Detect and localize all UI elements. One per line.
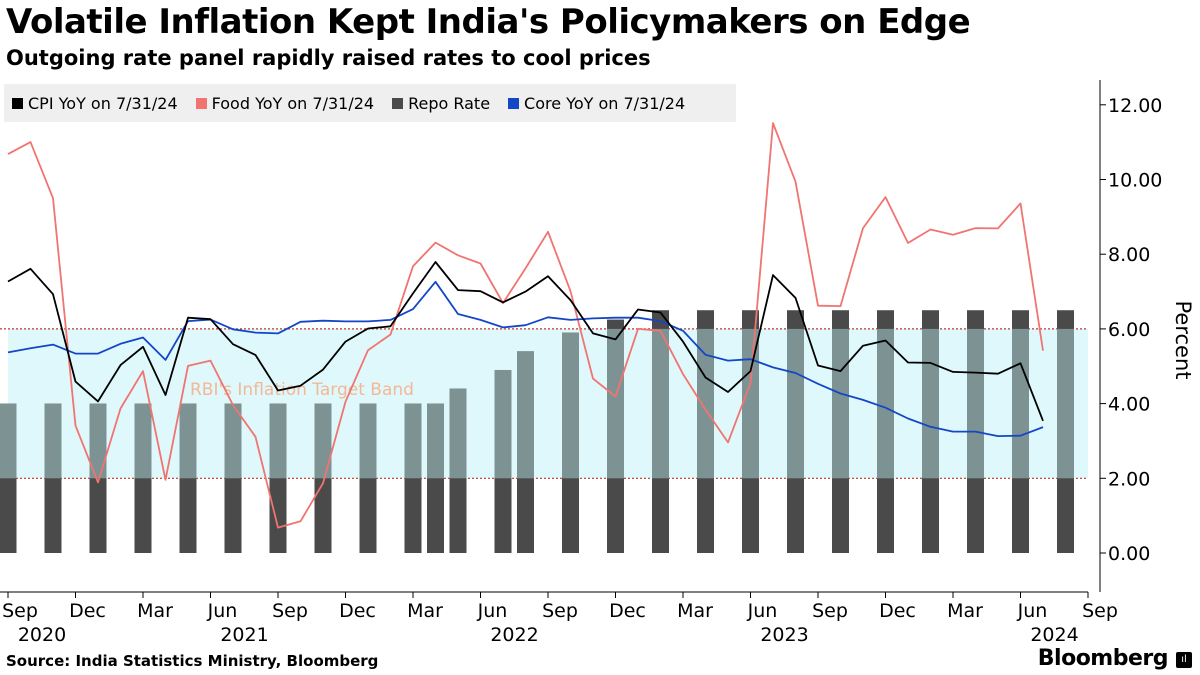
x-year-label: 2023	[760, 624, 808, 646]
target-band-label: RBI's Inflation Target Band	[190, 380, 414, 400]
repo-bar-band-overlay	[359, 403, 377, 479]
repo-bar-band-overlay	[89, 403, 107, 479]
repo-bar-band-overlay	[607, 328, 624, 479]
bloomberg-terminal-icon: ıl	[1176, 652, 1192, 668]
repo-bar-band-overlay	[1057, 328, 1074, 479]
repo-bar-band-overlay	[652, 328, 669, 479]
legend-swatch-cpi	[12, 97, 23, 109]
x-tick-label: Jun	[1017, 600, 1048, 622]
repo-bar-band-overlay	[922, 328, 939, 479]
repo-bar-band-overlay	[742, 328, 759, 479]
repo-bar-band-overlay	[0, 403, 17, 479]
x-year-label: 2024	[1030, 624, 1078, 646]
x-year-label: 2021	[220, 624, 268, 646]
repo-bar-band-overlay	[427, 403, 444, 479]
bloomberg-logo: Bloomberg	[1037, 646, 1169, 671]
x-tick-label: Dec	[879, 600, 916, 622]
x-tick-label: Sep	[542, 600, 578, 622]
x-tick-label: Dec	[609, 600, 646, 622]
x-tick-label: Dec	[69, 600, 106, 622]
repo-bar-band-overlay	[404, 403, 422, 479]
repo-bar-band-overlay	[562, 332, 579, 479]
x-tick-label: Jun	[207, 600, 238, 622]
legend: CPI YoY on 7/31/24 Food YoY on 7/31/24 R…	[4, 84, 736, 122]
legend-swatch-repo	[392, 97, 404, 109]
repo-bar-band-overlay	[494, 369, 512, 479]
y-tick-label: 12.00	[1108, 95, 1162, 117]
repo-bar-band-overlay	[787, 328, 804, 479]
y-tick-label: 4.00	[1108, 394, 1150, 416]
y-tick-label: 8.00	[1108, 244, 1150, 266]
repo-bar-band-overlay	[697, 328, 714, 479]
repo-bar-band-overlay	[877, 328, 894, 479]
y-tick-label: 0.00	[1108, 543, 1150, 565]
core-line	[7, 280, 1044, 438]
x-tick-label: Mar	[137, 600, 173, 622]
legend-item-core: Core YoY on 7/31/24	[508, 94, 685, 113]
x-tick-label: Jun	[477, 600, 508, 622]
repo-bar-band-overlay	[224, 403, 242, 479]
x-year-label: 2022	[490, 624, 538, 646]
legend-label-cpi: CPI YoY on 7/31/24	[28, 93, 178, 113]
source-note: Source: India Statistics Ministry, Bloom…	[6, 652, 379, 670]
food-line	[7, 122, 1044, 529]
y-tick-label: 10.00	[1108, 170, 1162, 192]
x-tick-label: Dec	[339, 600, 376, 622]
repo-bar-band-overlay	[832, 328, 849, 479]
legend-swatch-core	[508, 97, 520, 109]
chart-title: Volatile Inflation Kept India's Policyma…	[6, 2, 971, 42]
chart-subtitle: Outgoing rate panel rapidly raised rates…	[6, 46, 651, 70]
cpi-line	[7, 261, 1044, 422]
legend-item-cpi: CPI YoY on 7/31/24	[12, 94, 178, 113]
repo-bar-band-overlay	[179, 403, 197, 479]
repo-bar-band-overlay	[269, 403, 287, 479]
y-axis-label: Percent	[1171, 300, 1195, 379]
legend-item-repo: Repo Rate	[392, 94, 490, 113]
y-tick-label: 2.00	[1108, 468, 1150, 490]
x-tick-label: Sep	[2, 600, 38, 622]
legend-label-core: Core YoY on 7/31/24	[524, 93, 686, 113]
repo-bar-band-overlay	[314, 403, 332, 479]
repo-bar-band-overlay	[44, 403, 62, 479]
x-tick-label: Sep	[812, 600, 848, 622]
x-tick-label: Jun	[747, 600, 778, 622]
x-tick-label: Sep	[272, 600, 308, 622]
repo-bar-band-overlay	[134, 403, 152, 479]
repo-bar-band-overlay	[449, 388, 467, 479]
legend-label-repo: Repo Rate	[408, 93, 491, 113]
x-tick-label: Mar	[407, 600, 443, 622]
x-tick-label: Sep	[1082, 600, 1118, 622]
legend-label-food: Food YoY on 7/31/24	[211, 93, 375, 113]
legend-item-food: Food YoY on 7/31/24	[195, 93, 375, 113]
y-tick-label: 6.00	[1108, 319, 1150, 341]
x-tick-label: Mar	[947, 600, 983, 622]
x-tick-label: Mar	[677, 600, 713, 622]
x-year-label: 2020	[18, 624, 66, 646]
legend-swatch-food	[195, 97, 207, 109]
repo-bar-band-overlay	[967, 328, 984, 479]
repo-bar-band-overlay	[1012, 328, 1029, 479]
repo-bar-band-overlay	[517, 351, 534, 479]
